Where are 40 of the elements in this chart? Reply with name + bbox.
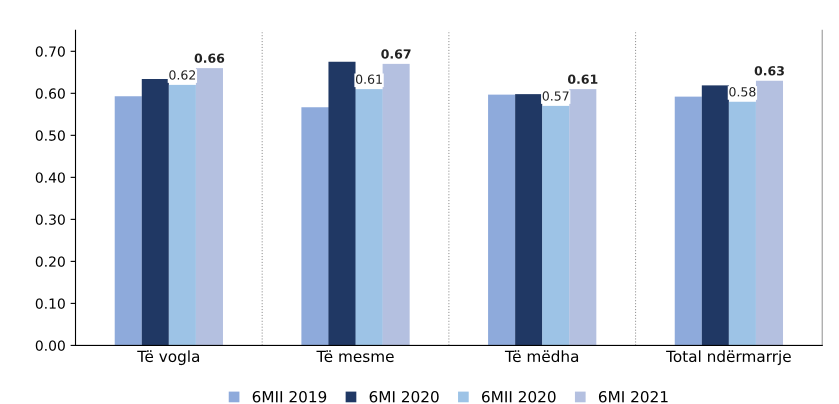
bar bbox=[168, 84, 196, 346]
data-label: 0.66 bbox=[194, 53, 224, 63]
y-tick-label: 0.40 bbox=[36, 172, 65, 183]
data-label: 0.61 bbox=[356, 74, 382, 84]
bar bbox=[382, 64, 410, 346]
y-tick-label: 0.00 bbox=[36, 340, 65, 351]
x-tick-label: Të mesme bbox=[316, 350, 394, 362]
bar bbox=[542, 106, 570, 346]
x-tick-label: Të mëdha bbox=[504, 350, 578, 362]
data-label: 0.61 bbox=[568, 74, 598, 84]
x-tick-label: Total ndërmarrje bbox=[666, 350, 791, 366]
legend-label: 6MII 2019 bbox=[252, 390, 326, 403]
y-tick-label: 0.30 bbox=[36, 214, 65, 225]
bar bbox=[196, 68, 223, 346]
legend-label: 6MII 2020 bbox=[482, 390, 556, 403]
bar bbox=[142, 79, 169, 346]
bar bbox=[569, 89, 596, 346]
y-tick-label: 0.50 bbox=[36, 130, 65, 141]
bar bbox=[515, 94, 542, 346]
data-label: 0.58 bbox=[729, 87, 756, 97]
data-label: 0.57 bbox=[542, 91, 569, 101]
bar bbox=[674, 96, 702, 346]
bar bbox=[328, 62, 356, 346]
bar bbox=[301, 107, 328, 346]
bar bbox=[356, 89, 383, 346]
y-tick-label: 0.10 bbox=[36, 298, 65, 309]
data-label: 0.67 bbox=[381, 49, 411, 59]
bar bbox=[114, 96, 142, 346]
y-tick-label: 0.20 bbox=[36, 256, 65, 267]
data-label: 0.62 bbox=[169, 70, 196, 80]
data-label: 0.63 bbox=[754, 66, 784, 76]
bar bbox=[756, 80, 784, 346]
x-tick-label: Të vogla bbox=[137, 350, 200, 366]
y-tick-label: 0.60 bbox=[36, 88, 65, 99]
bar bbox=[728, 102, 756, 346]
y-tick-label: 0.70 bbox=[36, 46, 65, 57]
legend-label: 6MI 2020 bbox=[370, 390, 439, 403]
bar bbox=[702, 85, 729, 346]
legend-label: 6MI 2021 bbox=[598, 390, 668, 403]
bar bbox=[488, 94, 516, 346]
